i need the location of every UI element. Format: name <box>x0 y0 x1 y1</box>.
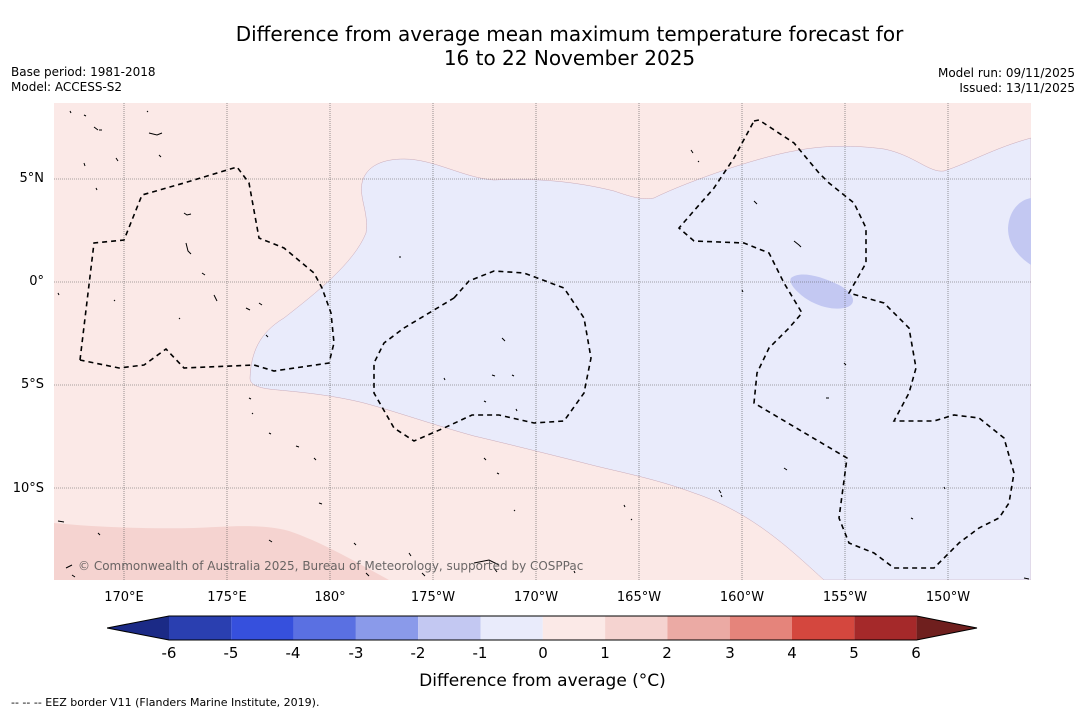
lat-label-10s: 10°S <box>12 481 44 496</box>
colorbar-label: Difference from average (°C) <box>419 671 666 691</box>
title-line-1: Difference from average mean maximum tem… <box>235 22 904 46</box>
colorbar-tick: 4 <box>787 644 797 662</box>
lat-label-5s: 5°S <box>20 377 44 392</box>
colorbar-tick: 6 <box>911 644 921 662</box>
lat-label-5n: 5°N <box>19 171 45 186</box>
lon-label-150w: 150°W <box>925 590 971 605</box>
colorbar <box>106 615 979 647</box>
issued-date: Issued: 13/11/2025 <box>959 81 1075 95</box>
colorbar-extend-high <box>916 616 977 640</box>
lon-label-175w: 175°W <box>410 590 456 605</box>
meta-left: Base period: 1981-2018 Model: ACCESS-S2 <box>11 65 156 95</box>
warm-patch-southwest <box>54 523 389 580</box>
meta-right: Model run: 09/11/2025 Issued: 13/11/2025 <box>938 66 1075 96</box>
cool-anomaly-region <box>249 137 1031 580</box>
colorbar-tick: -1 <box>472 644 488 662</box>
title-line-2: 16 to 22 November 2025 <box>443 46 696 70</box>
eez-tokelau <box>373 270 592 442</box>
colorbar-tick: 0 <box>538 644 548 662</box>
colorbar-tick: -2 <box>410 644 426 662</box>
colorbar-tick: 2 <box>662 644 672 662</box>
map-panel[interactable] <box>54 103 1031 580</box>
colorbar-extend-low <box>107 616 169 640</box>
colorbar-bin <box>854 616 917 640</box>
lon-label-160w: 160°W <box>719 590 765 605</box>
colorbar-tick: 1 <box>600 644 610 662</box>
colorbar-bin <box>667 616 730 640</box>
lon-label-180: 180° <box>314 590 346 605</box>
eez-line-islands <box>677 119 1015 569</box>
lon-label-170e: 170°E <box>104 590 144 605</box>
colorbar-tick: 5 <box>849 644 859 662</box>
colorbar-bin <box>729 616 792 640</box>
lon-label-175e: 175°E <box>207 590 247 605</box>
colorbar-bin <box>169 616 232 640</box>
graticule <box>54 103 1031 580</box>
colorbar-bin <box>792 616 855 640</box>
colorbar-tick: -4 <box>285 644 301 662</box>
colorbar-tick: -5 <box>223 644 239 662</box>
colorbar-svg <box>106 615 978 641</box>
colorbar-bin <box>355 616 419 640</box>
colorbar-tick: -6 <box>161 644 177 662</box>
colorbar-outline <box>106 615 978 641</box>
lon-label-170w: 170°W <box>513 590 559 605</box>
colorbar-bin <box>418 616 481 640</box>
map-title: Difference from average mean maximum tem… <box>0 22 1085 70</box>
eez-borders <box>79 119 1015 569</box>
colorbar-bin <box>480 616 543 640</box>
model-run: Model run: 09/11/2025 <box>937 66 1075 80</box>
colorbar-bin <box>605 616 668 640</box>
colorbar-bin <box>542 616 606 640</box>
eez-kiribati-gilbert <box>79 166 335 372</box>
eez-legend: -- -- -- EEZ border V11 (Flanders Marine… <box>11 696 320 709</box>
colorbar-tick: -3 <box>348 644 364 662</box>
colorbar-bin <box>293 616 356 640</box>
base-period: Base period: 1981-2018 <box>11 65 156 79</box>
lon-label-155w: 155°W <box>822 590 868 605</box>
colorbar-tick: 3 <box>725 644 735 662</box>
island-markers <box>57 110 1030 580</box>
cool-patch-east <box>1008 198 1031 265</box>
cool-patch-central <box>790 274 854 309</box>
model-name: Model: ACCESS-S2 <box>11 80 123 94</box>
lat-label-0: 0° <box>29 274 44 289</box>
lon-label-165w: 165°W <box>616 590 662 605</box>
copyright-credit: © Commonwealth of Australia 2025, Bureau… <box>78 559 584 573</box>
colorbar-bin <box>231 616 294 640</box>
map-svg <box>54 103 1031 580</box>
